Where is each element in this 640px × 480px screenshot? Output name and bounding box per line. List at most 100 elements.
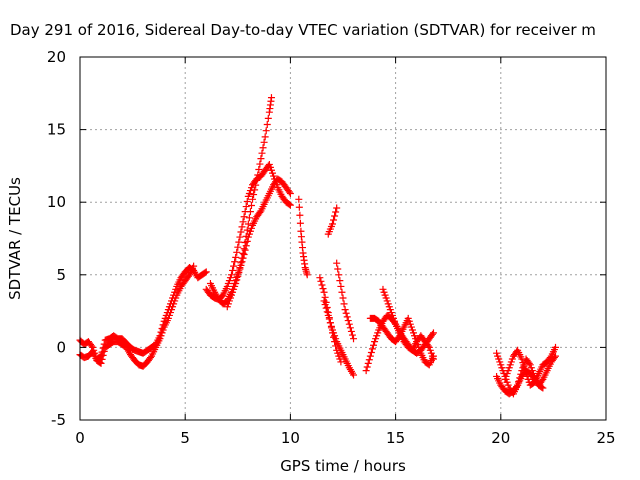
y-axis-label: SDTVAR / TECUs	[6, 177, 24, 300]
data-point	[238, 258, 246, 266]
data-point	[258, 149, 266, 157]
data-point	[343, 313, 351, 321]
tick-labels: 0 5 10 15 20 25 -5 0 5 10 15 20	[47, 48, 616, 447]
data-point	[362, 367, 370, 375]
data-point	[261, 133, 269, 141]
data-point	[100, 347, 108, 355]
data-point	[340, 300, 348, 308]
data-point	[286, 201, 294, 209]
data-point	[552, 343, 560, 351]
data-point	[337, 282, 345, 290]
data-point	[238, 223, 246, 231]
data-point	[240, 213, 248, 221]
data-point	[429, 355, 437, 363]
data-point	[256, 160, 264, 168]
data-point	[336, 277, 344, 285]
data-point	[250, 191, 258, 199]
data-point	[318, 281, 326, 289]
data-point	[99, 351, 107, 359]
data-point	[184, 272, 192, 280]
data-point	[546, 354, 554, 362]
data-point	[264, 114, 272, 122]
data-point	[331, 212, 339, 220]
data-point	[320, 288, 328, 296]
data-point	[366, 352, 374, 360]
data-point	[514, 381, 522, 389]
data-point	[249, 195, 257, 203]
x-tick-label: 15	[386, 429, 405, 447]
data-point	[245, 214, 253, 222]
data-point	[344, 317, 352, 325]
data-point	[328, 220, 336, 228]
data-point	[325, 315, 333, 323]
data-point	[348, 331, 356, 339]
data-point	[242, 242, 250, 250]
y-tick-label: -5	[51, 411, 66, 429]
data-point	[235, 238, 243, 246]
data-point	[337, 358, 345, 366]
data-point	[236, 233, 244, 241]
y-tick-label: 20	[47, 48, 66, 66]
chart-title: Day 291 of 2016, Sidereal Day-to-day VTE…	[10, 21, 596, 39]
data-point	[242, 203, 250, 211]
data-point	[515, 378, 523, 386]
data-point	[342, 309, 350, 317]
data-point	[240, 250, 248, 258]
data-point	[263, 121, 271, 129]
data-point	[285, 200, 293, 208]
x-tick-label: 0	[75, 429, 85, 447]
data-point	[363, 363, 371, 371]
data-point	[368, 345, 376, 353]
data-point	[256, 208, 264, 216]
data-point	[520, 362, 528, 370]
data-point	[202, 268, 210, 276]
data-point	[237, 261, 245, 269]
data-point	[323, 308, 331, 316]
data-point	[335, 271, 343, 279]
data-point	[230, 262, 238, 270]
plot-frame	[79, 56, 607, 421]
data-point	[233, 248, 241, 256]
x-axis-label: GPS time / hours	[280, 457, 406, 475]
data-point	[296, 211, 304, 219]
data-point	[260, 138, 268, 146]
data-point	[237, 228, 245, 236]
data-point	[247, 201, 255, 209]
data-point	[235, 269, 243, 277]
data-point	[330, 216, 338, 224]
data-point	[428, 330, 436, 338]
data-point	[232, 280, 240, 288]
data-point	[234, 243, 242, 251]
data-point	[229, 266, 237, 274]
x-tick-label: 20	[491, 429, 510, 447]
data-point	[327, 322, 335, 330]
data-point	[346, 324, 354, 332]
y-tick-label: 15	[47, 121, 66, 139]
data-point	[319, 285, 327, 293]
data-point	[295, 203, 303, 211]
data-point	[97, 359, 105, 367]
data-point	[239, 254, 247, 262]
data-point	[518, 355, 526, 363]
data-point	[239, 218, 247, 226]
data-point	[332, 208, 340, 216]
data-point	[429, 329, 437, 337]
data-point	[296, 219, 304, 227]
data-point	[347, 327, 355, 335]
data-point	[243, 226, 251, 234]
data-point	[345, 320, 353, 328]
data-point	[241, 246, 249, 254]
data-point	[339, 294, 347, 302]
data-point	[333, 204, 341, 212]
grid	[80, 57, 606, 420]
data-point	[367, 348, 375, 356]
data-marks	[76, 94, 560, 398]
data-point	[88, 342, 96, 350]
data-point	[231, 258, 239, 266]
data-point	[234, 272, 242, 280]
data-point	[303, 271, 311, 279]
data-point	[334, 265, 342, 273]
data-point	[517, 370, 525, 378]
data-point	[233, 276, 241, 284]
